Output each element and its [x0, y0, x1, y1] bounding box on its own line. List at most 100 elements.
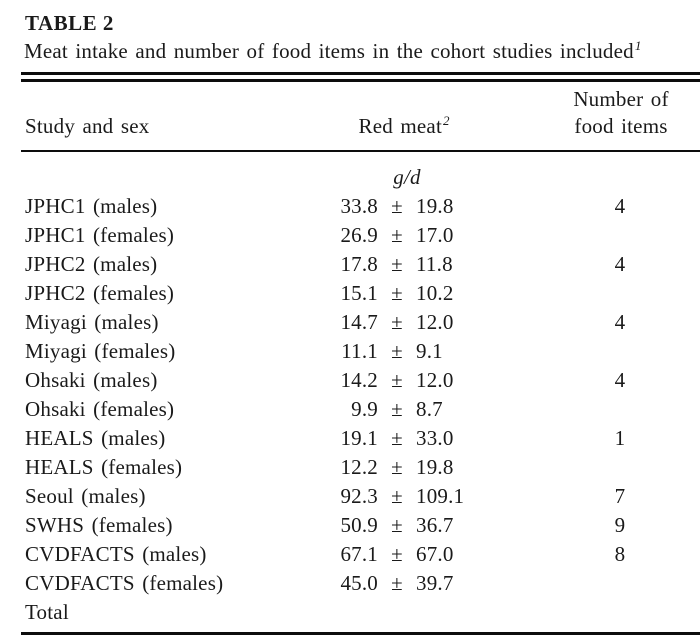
mean-value: 12.2: [340, 455, 378, 479]
sd-value: 10.2: [416, 281, 454, 305]
food-items-count: 1: [614, 426, 626, 450]
table-row: Seoul (males) 92.3 ± 109.1 7: [0, 482, 700, 511]
table-label: TABLE 2: [25, 11, 114, 35]
sd-value: 33.0: [416, 426, 454, 450]
sd-value: 11.8: [416, 252, 453, 276]
food-items-count: 9: [614, 513, 626, 537]
study-cell: JPHC1 (females): [25, 223, 175, 247]
red-meat-value-cell: 33.8 ± 19.8: [322, 192, 492, 221]
table-row: Ohsaki (females) 9.9 ± 8.7: [0, 395, 700, 424]
study-cell: Miyagi (females): [25, 339, 176, 363]
mean-value: 26.9: [340, 223, 378, 247]
study-cell: JPHC2 (females): [25, 281, 175, 305]
mean-value: 9.9: [351, 397, 378, 421]
bottom-rule: [21, 632, 700, 635]
table-row: CVDFACTS (females) 45.0 ± 39.7: [0, 569, 700, 598]
table-row: Ohsaki (males) 14.2 ± 12.0 4: [0, 366, 700, 395]
plus-minus-sign: ±: [391, 339, 403, 363]
table-rows: JPHC1 (males) 33.8 ± 19.8 4 JPHC1 (femal…: [0, 192, 700, 598]
caption-text: Meat intake and number of food items in …: [24, 39, 634, 63]
table-row: SWHS (females) 50.9 ± 36.7 9: [0, 511, 700, 540]
mean-value: 45.0: [340, 571, 378, 595]
table-row: HEALS (males) 19.1 ± 33.0 1: [0, 424, 700, 453]
table-row: JPHC1 (females) 26.9 ± 17.0: [0, 221, 700, 250]
red-meat-header-text: Red meat: [358, 114, 442, 138]
plus-minus-sign: ±: [391, 542, 403, 566]
plus-minus-sign: ±: [391, 426, 403, 450]
study-cell: SWHS (females): [25, 513, 173, 537]
table-row: JPHC1 (males) 33.8 ± 19.8 4: [0, 192, 700, 221]
study-cell: HEALS (females): [25, 455, 183, 479]
food-items-count: 4: [614, 310, 626, 334]
unit-label: g/d: [393, 165, 421, 189]
study-cell: CVDFACTS (females): [25, 571, 224, 595]
study-cell: JPHC2 (males): [25, 252, 158, 276]
study-cell: Miyagi (males): [25, 310, 159, 334]
study-cell: Seoul (males): [25, 484, 146, 508]
food-items-header-line1: Number of: [573, 87, 669, 111]
red-meat-value-cell: 12.2 ± 19.8: [322, 453, 492, 482]
mean-value: 15.1: [340, 281, 378, 305]
mean-value: 14.7: [340, 310, 378, 334]
sd-value: 9.1: [416, 339, 443, 363]
mean-value: 33.8: [340, 194, 378, 218]
plus-minus-sign: ±: [391, 571, 403, 595]
sd-value: 8.7: [416, 397, 443, 421]
plus-minus-sign: ±: [391, 223, 403, 247]
table-caption: Meat intake and number of food items in …: [24, 38, 642, 64]
table-row: Miyagi (males) 14.7 ± 12.0 4: [0, 308, 700, 337]
total-row: Total: [0, 598, 700, 627]
study-cell: Ohsaki (females): [25, 397, 175, 421]
header-rule: [21, 150, 700, 152]
plus-minus-sign: ±: [391, 484, 403, 508]
column-header-red-meat: Red meat2: [319, 113, 489, 142]
food-items-count: 4: [614, 368, 626, 392]
red-meat-footnote-marker: 2: [443, 113, 450, 128]
study-cell: CVDFACTS (males): [25, 542, 207, 566]
red-meat-value-cell: 45.0 ± 39.7: [322, 569, 492, 598]
sd-value: 109.1: [416, 484, 465, 508]
plus-minus-sign: ±: [391, 455, 403, 479]
plus-minus-sign: ±: [391, 397, 403, 421]
red-meat-value-cell: 19.1 ± 33.0: [322, 424, 492, 453]
sd-value: 67.0: [416, 542, 454, 566]
plus-minus-sign: ±: [391, 513, 403, 537]
sd-value: 12.0: [416, 368, 454, 392]
mean-value: 67.1: [340, 542, 378, 566]
red-meat-value-cell: 14.2 ± 12.0: [322, 366, 492, 395]
total-label: Total: [25, 600, 69, 624]
red-meat-value-cell: 9.9 ± 8.7: [322, 395, 492, 424]
plus-minus-sign: ±: [391, 310, 403, 334]
table-row: JPHC2 (males) 17.8 ± 11.8 4: [0, 250, 700, 279]
column-header-food-items: Number of food items: [554, 86, 688, 140]
mean-value: 19.1: [340, 426, 378, 450]
red-meat-value-cell: 17.8 ± 11.8: [322, 250, 492, 279]
red-meat-value-cell: 11.1 ± 9.1: [322, 337, 492, 366]
food-items-header-line2: food items: [574, 114, 668, 138]
sd-value: 12.0: [416, 310, 454, 334]
plus-minus-sign: ±: [391, 194, 403, 218]
red-meat-value-cell: 50.9 ± 36.7: [322, 511, 492, 540]
food-items-count: 8: [614, 542, 626, 566]
study-cell: JPHC1 (males): [25, 194, 158, 218]
plus-minus-sign: ±: [391, 368, 403, 392]
red-meat-value-cell: 67.1 ± 67.0: [322, 540, 492, 569]
caption-footnote-marker: 1: [634, 38, 642, 53]
mean-value: 50.9: [340, 513, 378, 537]
column-header-study-and-sex: Study and sex: [25, 114, 150, 138]
food-items-count: 7: [614, 484, 626, 508]
mean-value: 92.3: [340, 484, 378, 508]
top-double-rule: [21, 72, 700, 82]
table-row: Miyagi (females) 11.1 ± 9.1: [0, 337, 700, 366]
red-meat-value-cell: 14.7 ± 12.0: [322, 308, 492, 337]
unit-row: g/d: [0, 163, 700, 192]
red-meat-value-cell: 26.9 ± 17.0: [322, 221, 492, 250]
table-row: CVDFACTS (males) 67.1 ± 67.0 8: [0, 540, 700, 569]
mean-value: 14.2: [340, 368, 378, 392]
sd-value: 19.8: [416, 194, 454, 218]
mean-value: 17.8: [340, 252, 378, 276]
table-row: JPHC2 (females) 15.1 ± 10.2: [0, 279, 700, 308]
mean-value: 11.1: [341, 339, 378, 363]
plus-minus-sign: ±: [391, 281, 403, 305]
study-cell: HEALS (males): [25, 426, 166, 450]
